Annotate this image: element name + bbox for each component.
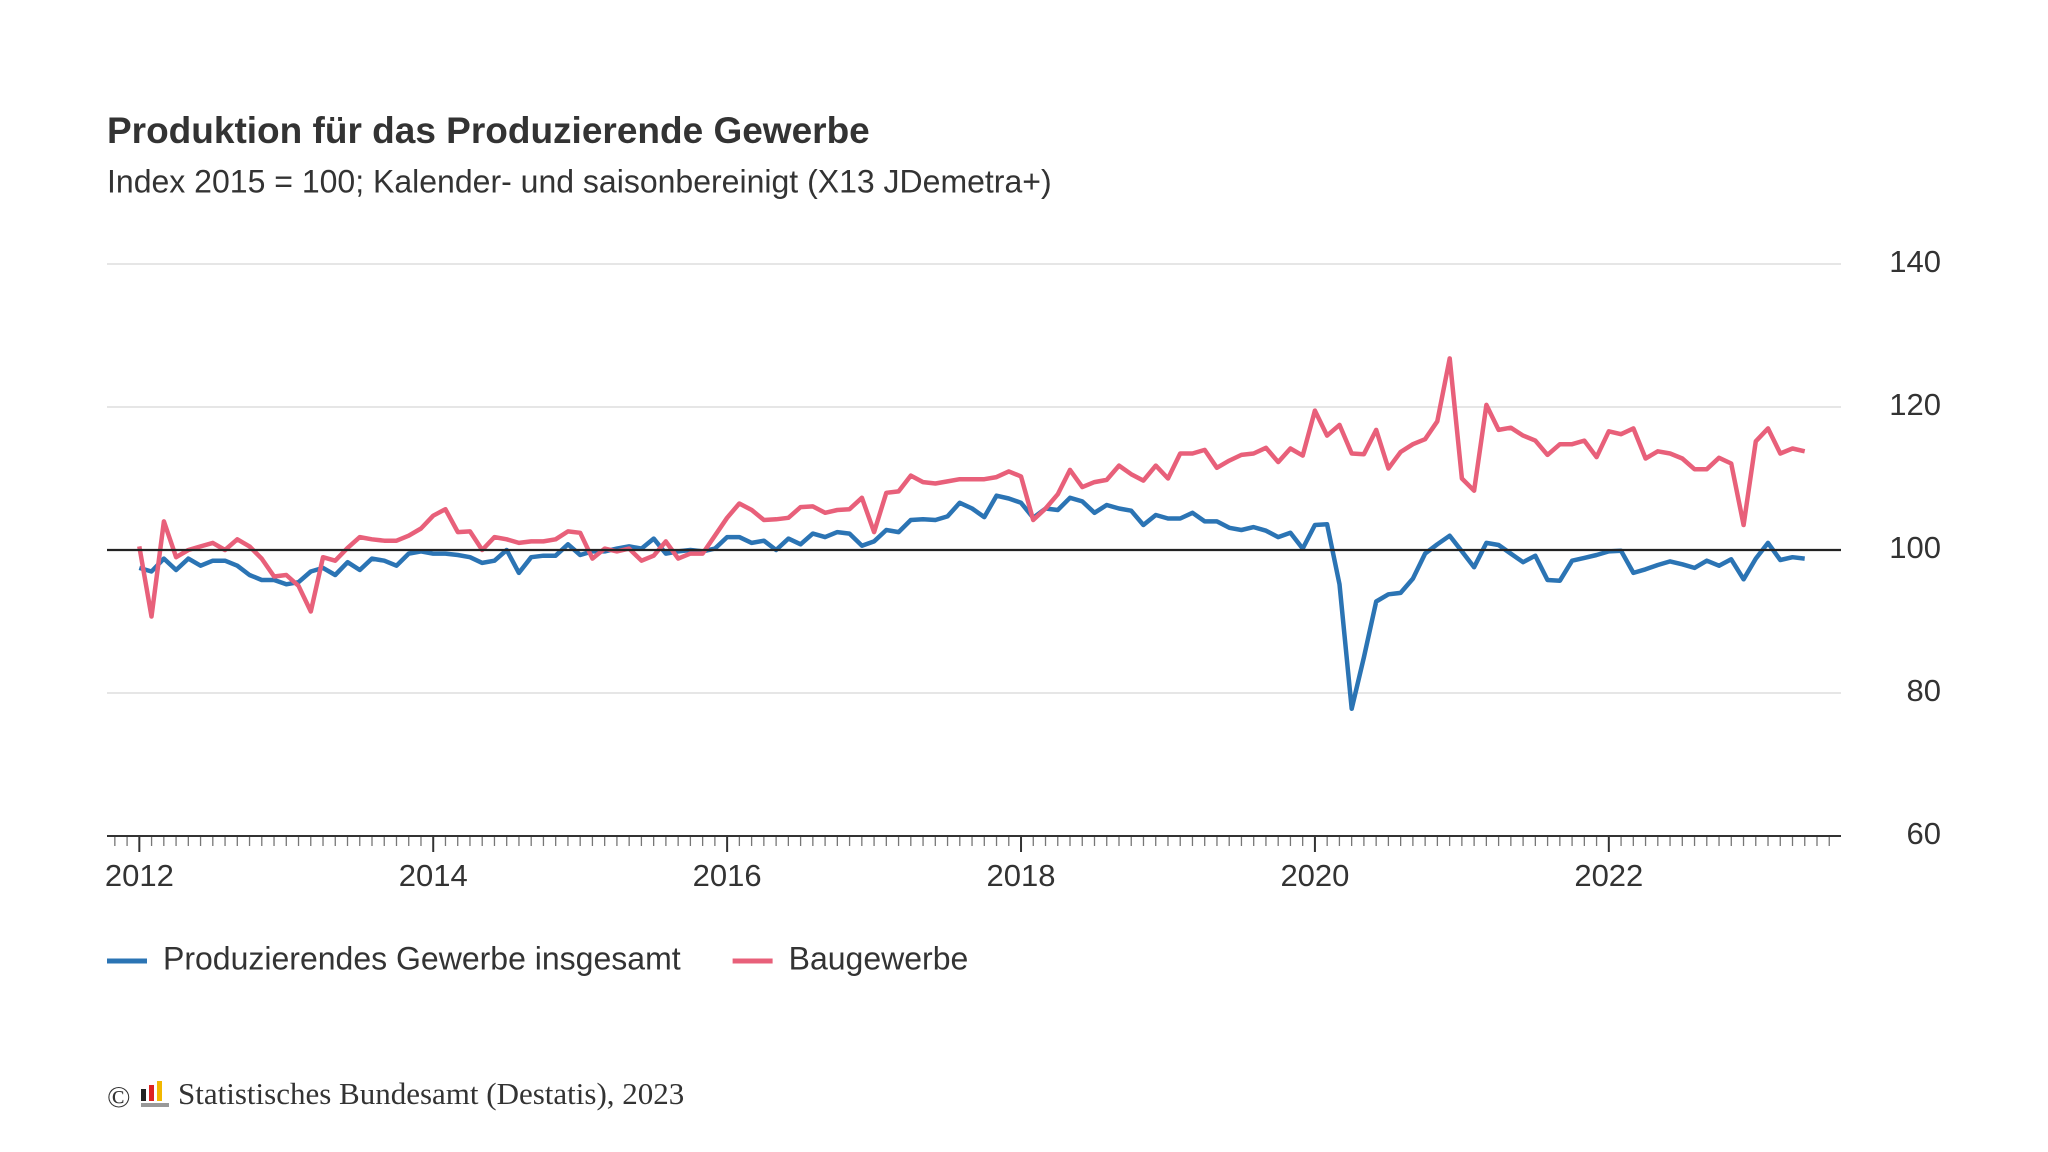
x-tick-label: 2018 [987,858,1056,893]
x-tick-label: 2016 [693,858,762,893]
chart-subtitle: Index 2015 = 100; Kalender- und saisonbe… [107,163,1052,199]
y-tick-label: 140 [1889,244,1941,279]
y-tick-label: 120 [1889,387,1941,422]
y-tick-label: 80 [1907,673,1941,708]
x-tick-label: 2022 [1574,858,1643,893]
x-tick-label: 2020 [1280,858,1349,893]
source: Statistisches Bundesamt (Destatis), 2023 [178,1076,684,1111]
legend-label: Baugewerbe [789,940,969,976]
copyright: © [107,1079,131,1114]
source-logo [141,1081,169,1107]
chart-title: Produktion für das Produzierende Gewerbe [107,110,870,151]
x-tick-label: 2014 [399,858,468,893]
y-tick-label: 100 [1889,530,1941,565]
y-tick-label: 60 [1907,816,1941,851]
series-line [137,356,1806,619]
series-line [138,493,1805,711]
x-tick-label: 2012 [105,858,174,893]
legend-label: Produzierendes Gewerbe insgesamt [163,940,681,976]
